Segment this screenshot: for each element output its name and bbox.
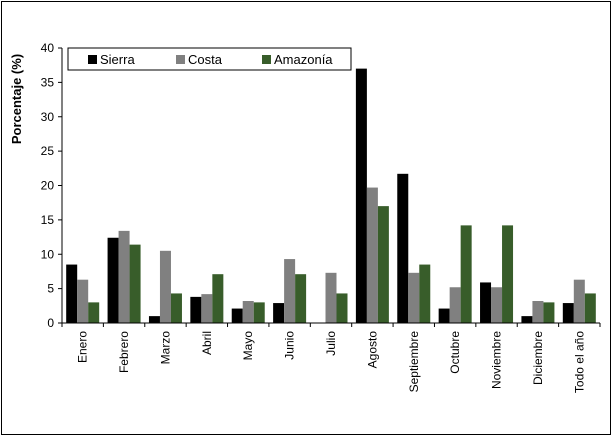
- bar-amazona-12: [584, 293, 596, 323]
- x-category-label: Febrero: [117, 331, 131, 373]
- x-category-label: Septiembre: [407, 331, 421, 393]
- bar-sierra-1: [107, 237, 119, 323]
- y-tick-label: 40: [41, 41, 55, 55]
- y-tick-label: 10: [41, 247, 55, 261]
- bar-amazona-11: [543, 302, 555, 323]
- bar-costa-7: [366, 187, 378, 323]
- bar-sierra-2: [148, 316, 160, 323]
- bar-amazona-9: [460, 225, 472, 323]
- y-axis-ticks: 0 5 10 15 20 25 30 35 40: [41, 41, 62, 330]
- x-category-label: Mayo: [241, 331, 255, 361]
- bar-amazona-2: [170, 293, 182, 323]
- legend-label: Costa: [188, 52, 223, 67]
- bar-sierra-0: [66, 264, 78, 323]
- legend-swatch-sierra: [88, 55, 97, 64]
- x-category-label: Junio: [283, 331, 297, 360]
- bar-amazona-5: [295, 274, 307, 323]
- y-tick-label: 20: [41, 179, 55, 193]
- bars: [66, 68, 596, 323]
- y-tick-label: 35: [41, 75, 55, 89]
- y-tick-label: 25: [41, 144, 55, 158]
- x-category-label: Abril: [200, 331, 214, 355]
- bar-sierra-11: [521, 316, 533, 323]
- bar-amazona-10: [502, 225, 514, 323]
- bar-costa-4: [242, 301, 254, 323]
- bar-costa-10: [491, 287, 503, 323]
- x-category-label: Enero: [76, 331, 90, 363]
- x-category-label: Julio: [324, 331, 338, 356]
- y-tick-label: 30: [41, 110, 55, 124]
- bar-amazona-0: [88, 302, 100, 323]
- bar-amazona-4: [253, 302, 265, 323]
- y-tick-label: 5: [47, 282, 54, 296]
- bar-costa-9: [449, 287, 461, 323]
- axes: [61, 48, 600, 324]
- bar-costa-1: [118, 230, 130, 323]
- bar-amazona-8: [419, 264, 431, 323]
- bar-sierra-7: [355, 68, 367, 323]
- bar-sierra-5: [273, 303, 285, 323]
- bar-amazona-7: [377, 206, 389, 323]
- bar-sierra-3: [190, 296, 202, 323]
- bar-costa-11: [532, 301, 544, 323]
- x-category-label: Marzo: [158, 331, 172, 365]
- legend: Sierra Costa Amazonía: [67, 47, 352, 71]
- bar-amazona-1: [129, 244, 141, 323]
- x-category-label: Todo el año: [572, 331, 586, 393]
- legend-box: [67, 47, 352, 71]
- y-axis-title: Porcentaje (%): [9, 54, 24, 144]
- bar-sierra-8: [397, 173, 409, 323]
- bar-sierra-10: [480, 282, 492, 323]
- legend-label: Amazonía: [274, 52, 333, 67]
- x-category-label: Agosto: [365, 331, 379, 369]
- x-category-label: Octubre: [448, 331, 462, 374]
- bar-costa-3: [201, 294, 213, 323]
- bar-amazona-6: [336, 293, 348, 323]
- x-category-label: Noviembre: [490, 331, 504, 389]
- bar-sierra-4: [231, 308, 243, 323]
- y-tick-label: 15: [41, 213, 55, 227]
- x-axis-ticks: [61, 323, 601, 327]
- bar-costa-2: [159, 250, 171, 323]
- bar-sierra-9: [438, 308, 450, 323]
- x-category-label: Diciembre: [531, 331, 545, 385]
- legend-swatch-amazona: [262, 55, 271, 64]
- bar-amazona-3: [212, 274, 224, 323]
- bar-sierra-12: [562, 303, 574, 323]
- bar-costa-5: [284, 259, 296, 323]
- bar-costa-0: [77, 279, 89, 323]
- legend-label: Sierra: [100, 52, 135, 67]
- y-tick-label: 0: [47, 316, 54, 330]
- bar-costa-8: [408, 272, 420, 323]
- x-axis-labels: Enero Febrero Marzo Abril Mayo Junio Julio Agos…: [76, 331, 587, 393]
- bar-costa-12: [573, 279, 585, 323]
- legend-swatch-costa: [176, 55, 185, 64]
- bar-costa-6: [325, 272, 337, 323]
